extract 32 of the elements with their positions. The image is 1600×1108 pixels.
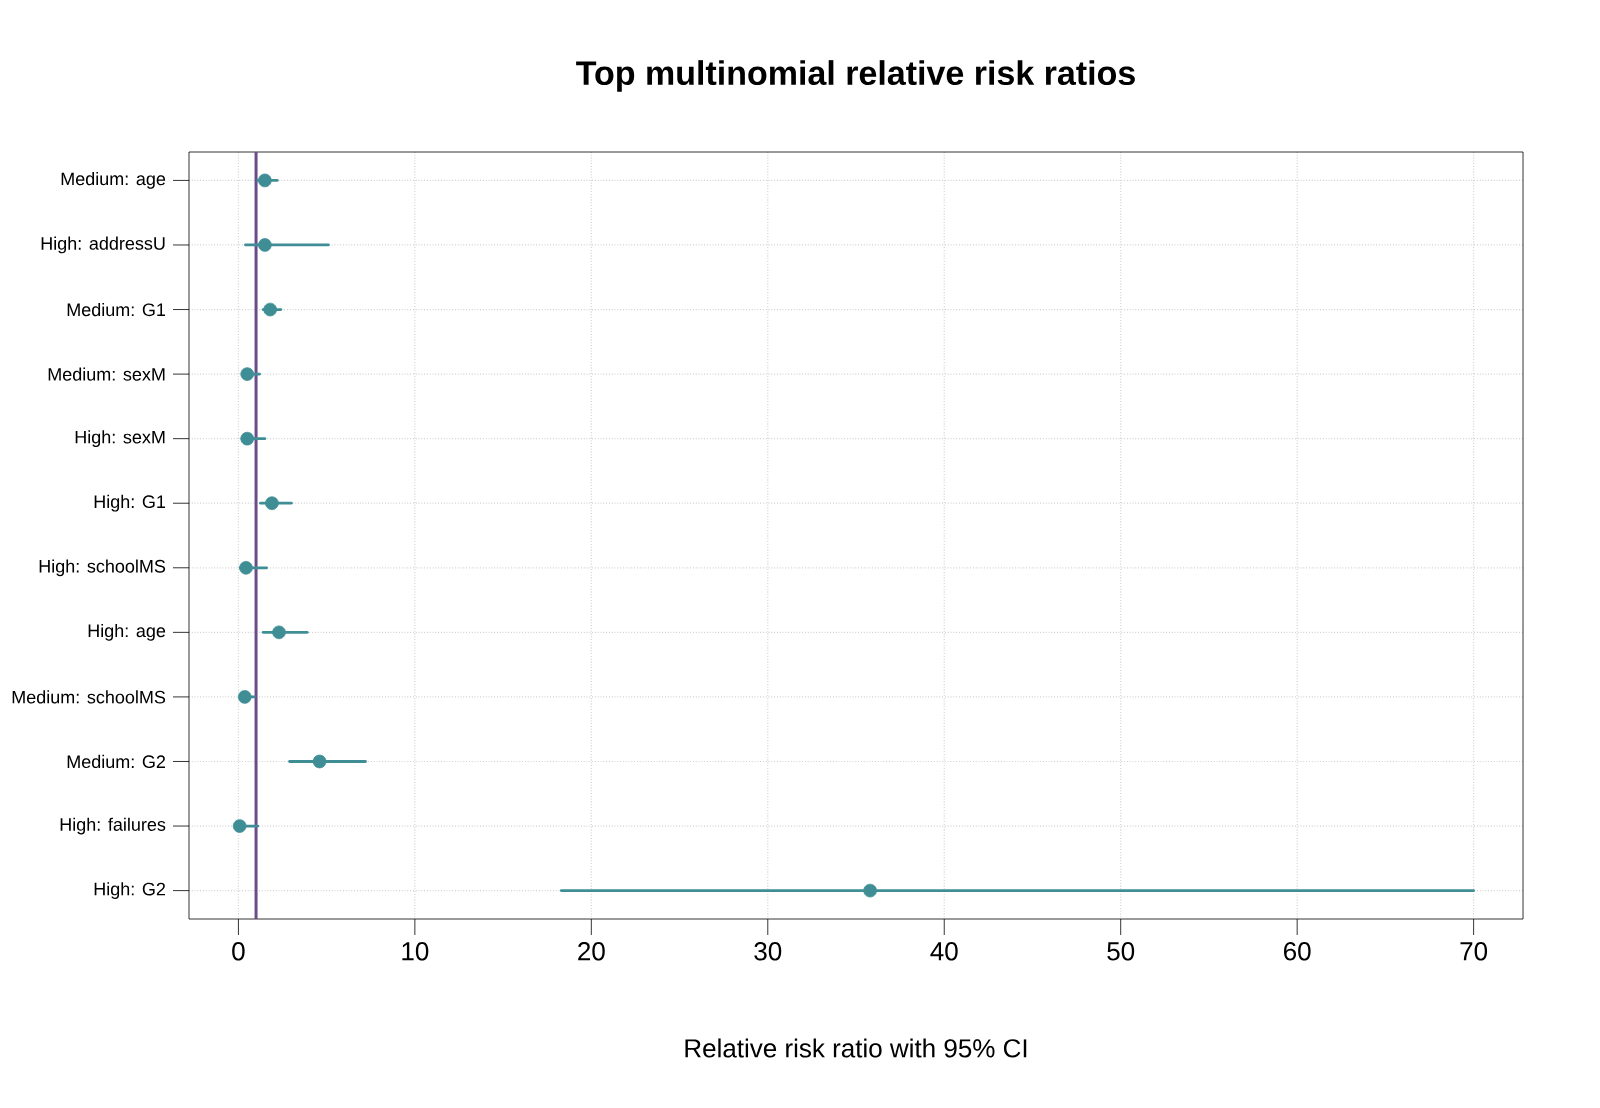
point xyxy=(265,496,279,511)
x-tick-label: 0 xyxy=(232,942,245,961)
y-tick-label: High: addressU xyxy=(41,236,165,254)
point xyxy=(240,367,255,381)
y-tick-label: Medium: schoolMS xyxy=(12,690,166,704)
point xyxy=(232,819,247,833)
y-tick-label: Medium: G1 xyxy=(67,302,166,317)
x-tick-label: 10 xyxy=(402,942,429,961)
y-tick-label: High: failures xyxy=(60,817,166,835)
y-tick-label: High: schoolMS xyxy=(39,559,166,577)
point xyxy=(258,238,272,252)
y-tick-label: Medium: age xyxy=(61,172,166,189)
x-tick-label: 30 xyxy=(754,942,782,961)
y-tick-label: High: G1 xyxy=(94,494,166,512)
chart-title: Top multinomial relative risk ratios xyxy=(576,60,1135,92)
point xyxy=(239,560,253,575)
point xyxy=(863,883,877,898)
point xyxy=(272,625,286,640)
y-tick-label: High: sexM xyxy=(75,430,165,448)
x-tick-label: 60 xyxy=(1284,942,1311,961)
point xyxy=(258,173,272,188)
x-axis-title: Relative risk ratio with 95% CI xyxy=(685,1038,1027,1058)
y-tick-label: Medium: G2 xyxy=(67,754,166,769)
point xyxy=(240,431,255,446)
point xyxy=(312,754,327,769)
y-tick-label: High: age xyxy=(88,623,166,641)
x-tick-label: 20 xyxy=(578,942,605,961)
y-tick-label: Medium: sexM xyxy=(48,367,165,381)
x-tick-label: 50 xyxy=(1107,942,1135,961)
x-tick-label: 70 xyxy=(1460,942,1488,961)
y-tick-label: High: G2 xyxy=(94,882,166,899)
x-tick-label: 40 xyxy=(930,942,958,961)
